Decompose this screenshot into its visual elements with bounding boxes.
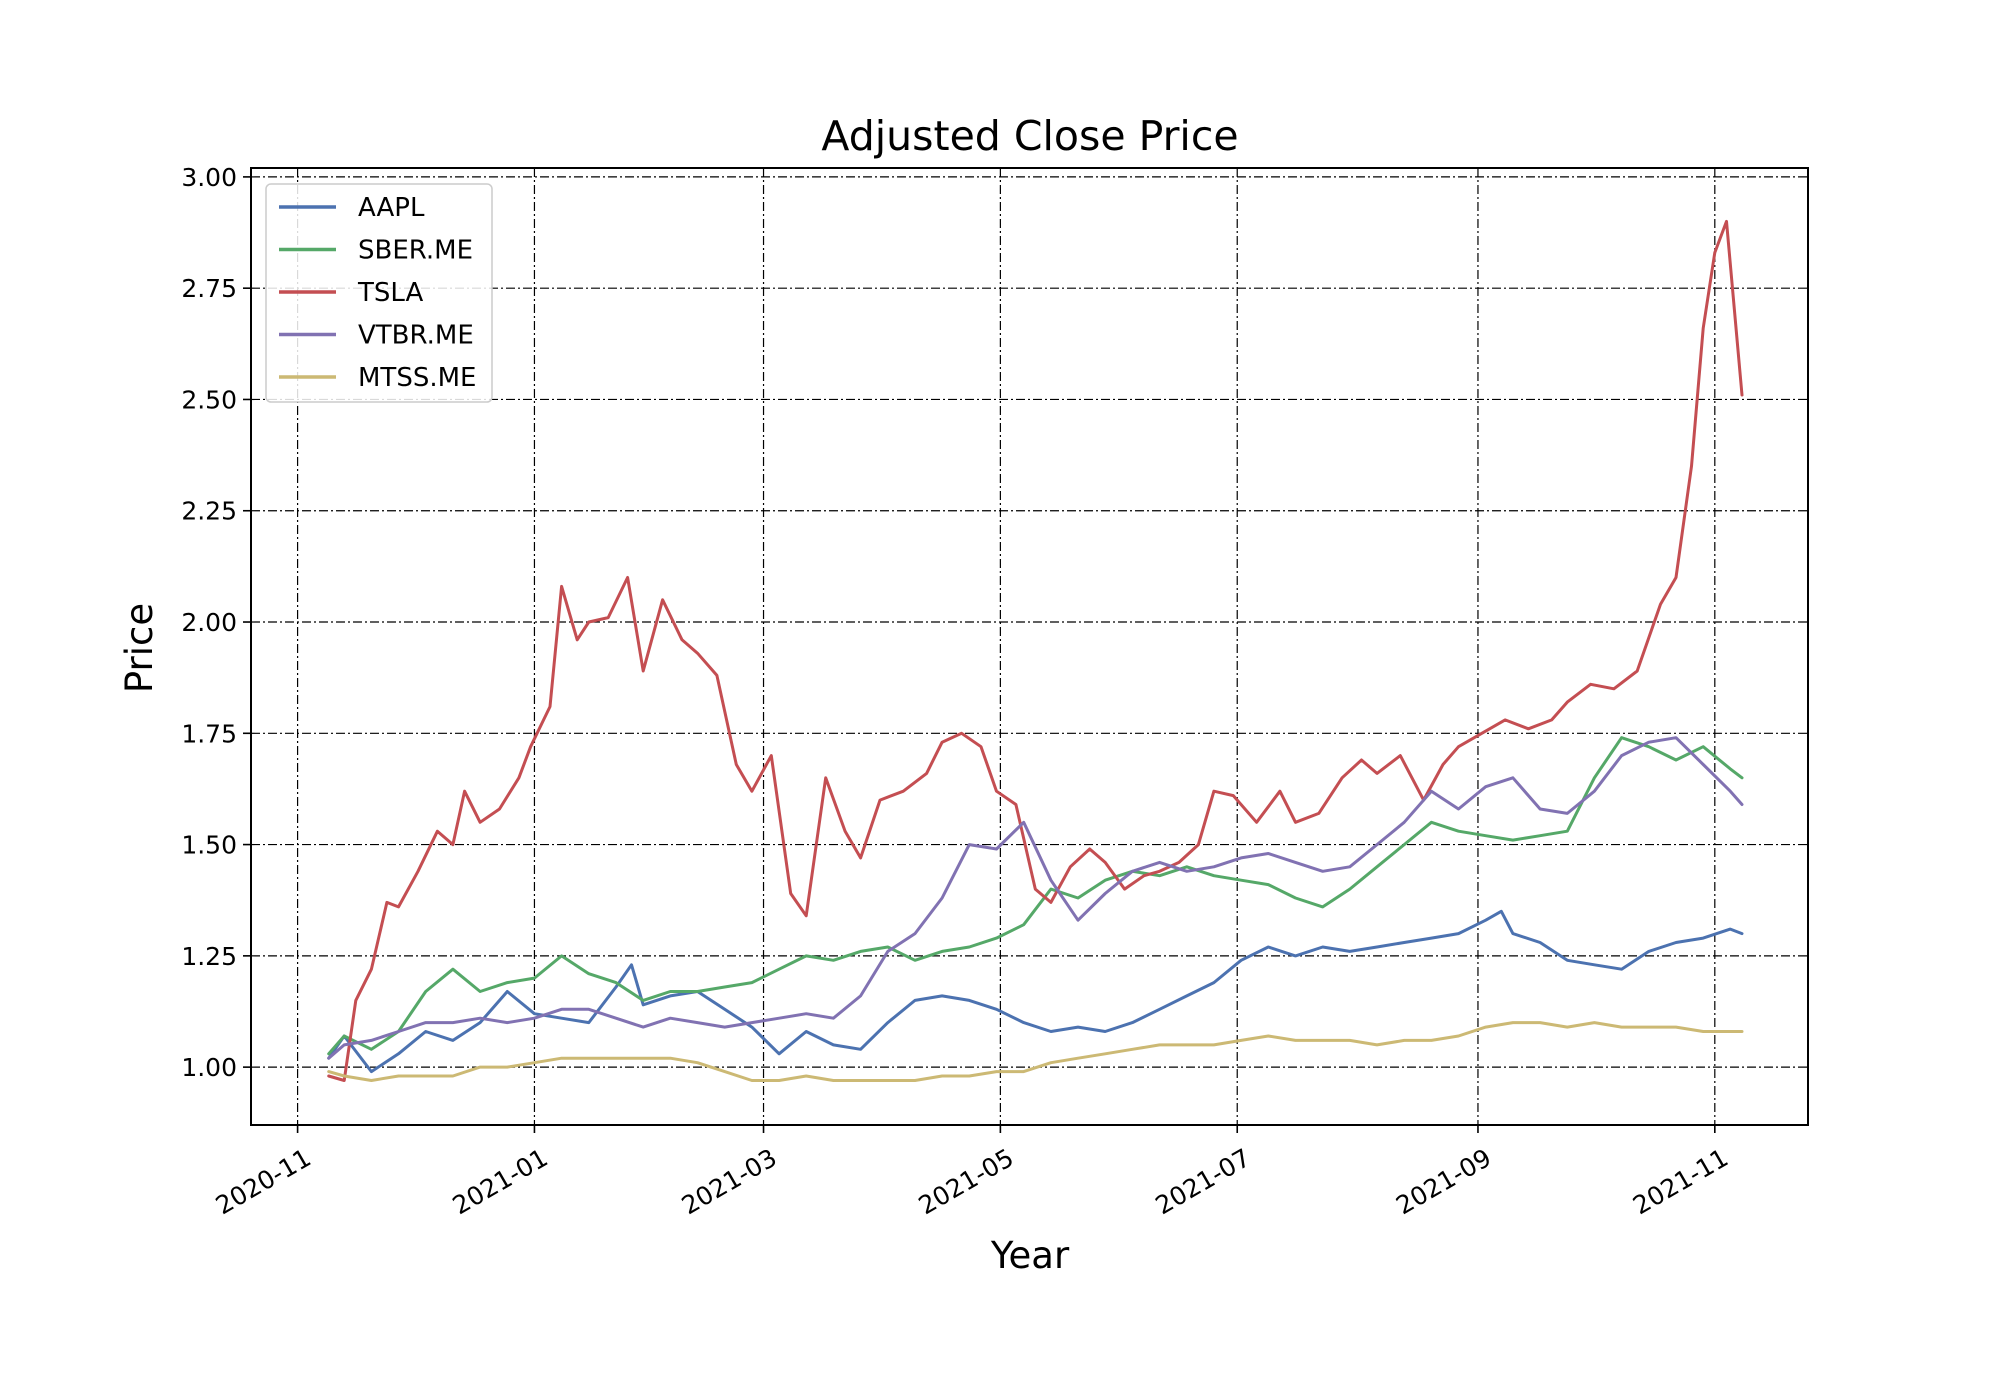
legend-label: AAPL <box>358 193 425 223</box>
legend-label: SBER.ME <box>358 236 473 266</box>
y-axis-label: Price <box>118 603 161 693</box>
y-axis-ticks: 1.00 1.25 1.50 1.75 2.00 2.25 2.50 2.75 3.00 <box>181 163 251 1082</box>
grid-lines <box>251 168 1808 1125</box>
y-tick-label: 2.00 <box>181 608 237 637</box>
y-tick-label: 2.50 <box>181 385 237 414</box>
series-lines <box>327 219 1744 1082</box>
y-tick-label: 1.00 <box>181 1053 237 1082</box>
series-line-vtbr-me <box>327 736 1744 1060</box>
y-tick-label: 3.00 <box>181 163 237 192</box>
legend-label: TSLA <box>357 278 423 308</box>
y-tick-label: 1.50 <box>181 831 237 860</box>
chart-title: Adjusted Close Price <box>821 112 1238 160</box>
series-line-mtss-me <box>327 1021 1744 1082</box>
legend: AAPL SBER.ME TSLA VTBR.ME MTSS.ME <box>265 183 493 403</box>
series-line-tsla <box>327 219 1744 1082</box>
legend-frame <box>265 183 493 403</box>
y-tick-label: 2.25 <box>181 497 237 526</box>
x-axis-label: Year <box>990 1234 1070 1277</box>
series-line-sber-me <box>327 736 1744 1056</box>
series-line-aapl <box>327 909 1744 1074</box>
plot-area-frame <box>250 167 1809 1126</box>
y-tick-label: 1.75 <box>181 719 237 748</box>
y-tick-label: 1.25 <box>181 942 237 971</box>
legend-label: MTSS.ME <box>358 363 476 393</box>
legend-label: VTBR.ME <box>358 321 474 351</box>
y-tick-label: 2.75 <box>181 274 237 303</box>
